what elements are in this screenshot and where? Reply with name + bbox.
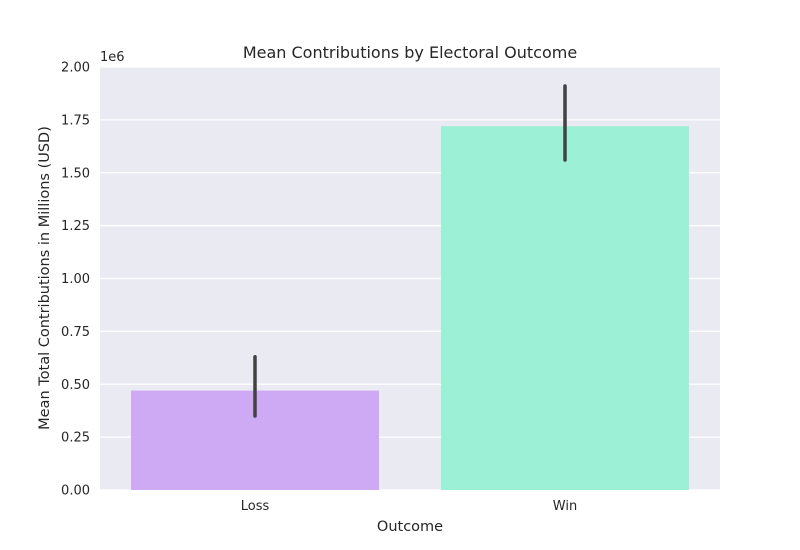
y-axis-offset-label: 1e6: [100, 50, 125, 65]
y-tick-label: 0.00: [61, 484, 90, 499]
y-tick-label: 0.75: [61, 325, 90, 340]
y-tick-label: 1.50: [61, 166, 90, 181]
y-tick-label: 1.75: [61, 113, 90, 128]
chart-title: Mean Contributions by Electoral Outcome: [243, 43, 577, 62]
y-tick-labels: 0.00 0.25 0.50 0.75 1.00 1.25 1.50 1.75 2.00: [61, 61, 90, 499]
error-bars: [253, 84, 567, 418]
x-axis-label: Outcome: [377, 519, 443, 535]
x-tick-label: Loss: [241, 499, 270, 514]
y-axis-label: Mean Total Contributions in Millions (US…: [37, 126, 53, 430]
y-tick-label: 1.00: [61, 272, 90, 287]
y-tick-label: 0.25: [61, 431, 90, 446]
y-tick-label: 0.50: [61, 378, 90, 393]
x-tick-labels: Loss Win: [241, 499, 577, 514]
bar-win: [441, 126, 689, 490]
x-tick-label: Win: [553, 499, 577, 514]
bars: [131, 126, 689, 490]
y-tick-label: 2.00: [61, 61, 90, 76]
y-tick-label: 1.25: [61, 219, 90, 234]
